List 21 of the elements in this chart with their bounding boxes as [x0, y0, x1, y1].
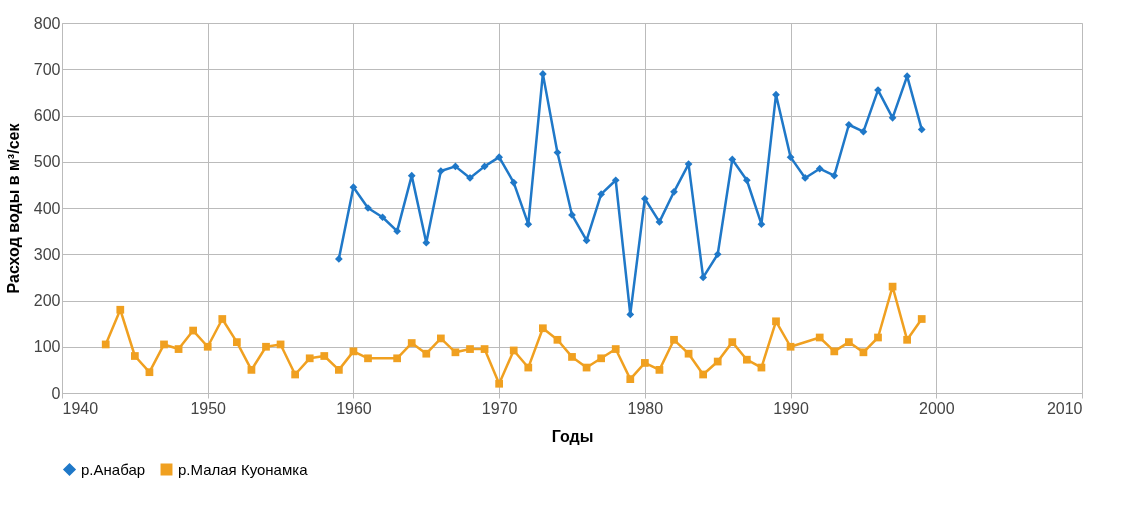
x-tick-label: 1960: [336, 399, 372, 417]
legend-label: р.Анабар: [81, 460, 146, 478]
y-tick-label: 100: [33, 338, 61, 356]
y-tick-label: 600: [33, 107, 61, 124]
legend-label: р.Малая Куонамка: [178, 460, 309, 478]
x-tick-label: 1940: [62, 399, 99, 417]
y-axis-title: Расход воды в м³/сек: [4, 122, 22, 294]
y-tick-label: 300: [33, 245, 61, 263]
x-tick-label: 1970: [481, 399, 518, 417]
y-tick-label: 800: [33, 14, 61, 32]
y-tick-label: 500: [33, 153, 61, 171]
y-tick-label: 200: [33, 292, 61, 309]
y-tick-label: 400: [33, 199, 61, 217]
x-tick-label: 2010: [1046, 399, 1083, 417]
x-tick-label: 1950: [190, 399, 227, 417]
y-tick-label: 700: [33, 60, 61, 78]
x-axis-title: Годы: [551, 427, 594, 445]
y-tick-label: 0: [51, 384, 61, 402]
x-tick-label: 2000: [918, 399, 955, 417]
x-tick-label: 1980: [627, 399, 664, 417]
x-tick-label: 1990: [773, 399, 809, 417]
